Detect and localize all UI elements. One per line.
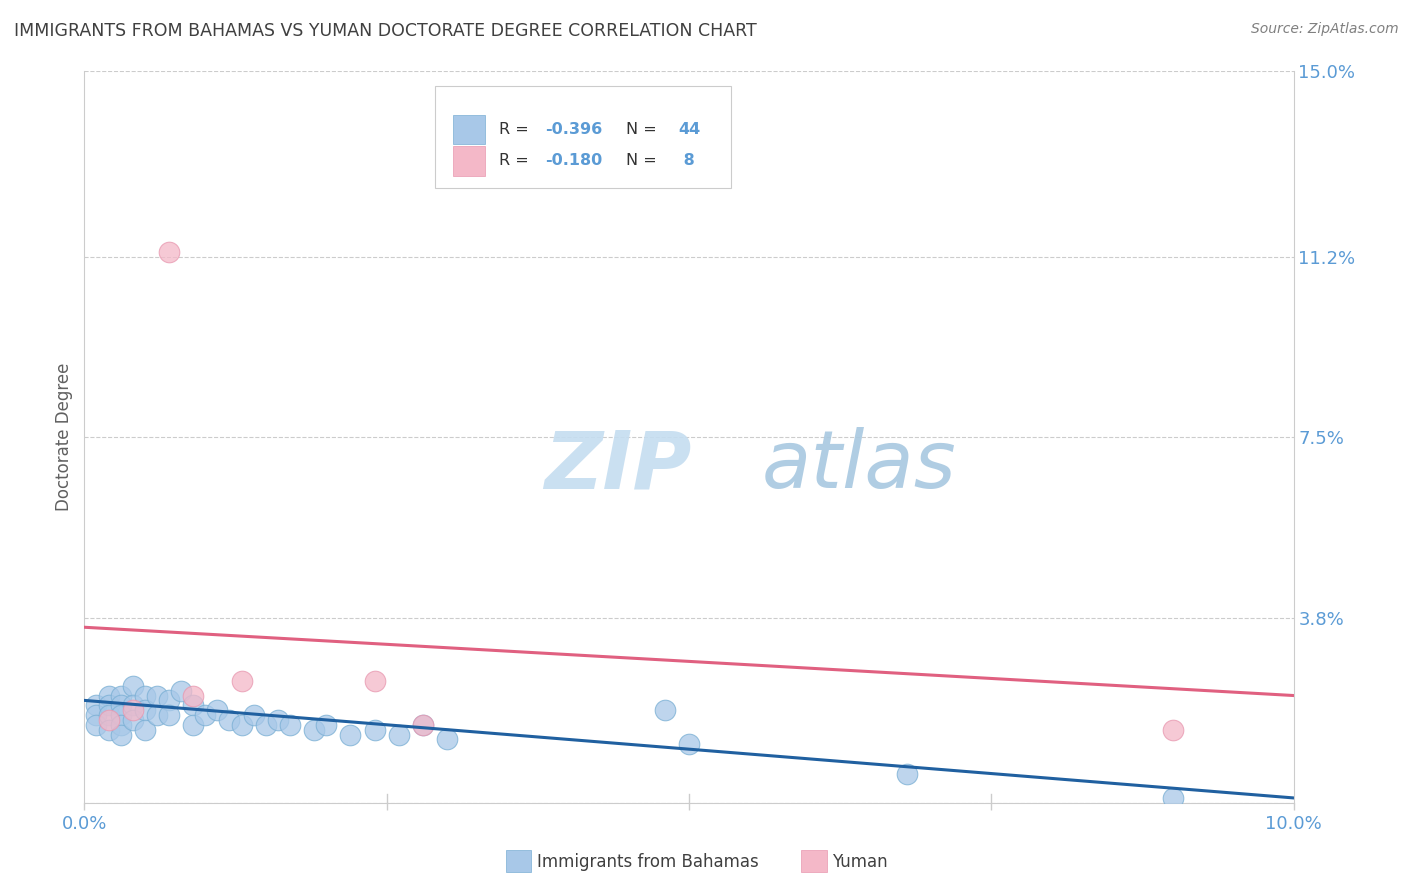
Point [436, 732, 458, 747]
Point [97, 708, 120, 723]
Point [1161, 723, 1184, 737]
Point [97, 689, 120, 703]
Text: Immigrants from Bahamas: Immigrants from Bahamas [537, 853, 759, 871]
Point [678, 737, 700, 751]
Point [97, 698, 120, 713]
FancyBboxPatch shape [453, 146, 485, 176]
Point [134, 703, 156, 717]
Point [110, 718, 132, 732]
Text: R =: R = [499, 122, 534, 137]
Point [181, 718, 204, 732]
Point [231, 673, 253, 688]
Point [388, 727, 411, 741]
Text: IMMIGRANTS FROM BAHAMAS VS YUMAN DOCTORATE DEGREE CORRELATION CHART: IMMIGRANTS FROM BAHAMAS VS YUMAN DOCTORA… [14, 22, 756, 40]
Point [278, 718, 301, 732]
Point [170, 683, 193, 698]
Point [157, 244, 180, 259]
Text: N =: N = [626, 153, 662, 169]
Text: N =: N = [626, 122, 662, 137]
Point [121, 679, 143, 693]
Point [339, 727, 361, 741]
Point [302, 723, 325, 737]
Point [97, 713, 120, 727]
Text: 44: 44 [678, 122, 700, 137]
Point [315, 718, 337, 732]
Text: -0.396: -0.396 [546, 122, 602, 137]
Point [134, 689, 156, 703]
Point [97, 723, 120, 737]
Point [146, 708, 169, 723]
Point [110, 708, 132, 723]
Point [231, 718, 253, 732]
Point [218, 713, 240, 727]
Text: Yuman: Yuman [832, 853, 889, 871]
Text: ZIP: ZIP [544, 427, 692, 506]
Point [654, 703, 676, 717]
Point [267, 713, 290, 727]
Point [181, 689, 204, 703]
Point [363, 673, 385, 688]
Y-axis label: Doctorate Degree: Doctorate Degree [55, 363, 73, 511]
Text: atlas: atlas [762, 427, 956, 506]
Point [207, 703, 229, 717]
Point [110, 727, 132, 741]
Text: Source: ZipAtlas.com: Source: ZipAtlas.com [1251, 22, 1399, 37]
Text: R =: R = [499, 153, 534, 169]
Point [896, 766, 918, 780]
Text: -0.180: -0.180 [546, 153, 602, 169]
Point [121, 698, 143, 713]
Point [86, 698, 108, 713]
Point [121, 703, 143, 717]
Point [146, 689, 169, 703]
Point [254, 718, 277, 732]
Text: 8: 8 [678, 153, 695, 169]
Point [121, 713, 143, 727]
Point [86, 708, 108, 723]
Point [242, 708, 264, 723]
Point [86, 718, 108, 732]
FancyBboxPatch shape [453, 115, 485, 145]
Point [181, 698, 204, 713]
Point [110, 689, 132, 703]
Point [157, 693, 180, 707]
Point [194, 708, 217, 723]
Point [1161, 791, 1184, 805]
Point [134, 723, 156, 737]
Point [110, 698, 132, 713]
FancyBboxPatch shape [434, 86, 731, 188]
Point [412, 718, 434, 732]
Point [412, 718, 434, 732]
Point [157, 708, 180, 723]
Point [363, 723, 385, 737]
